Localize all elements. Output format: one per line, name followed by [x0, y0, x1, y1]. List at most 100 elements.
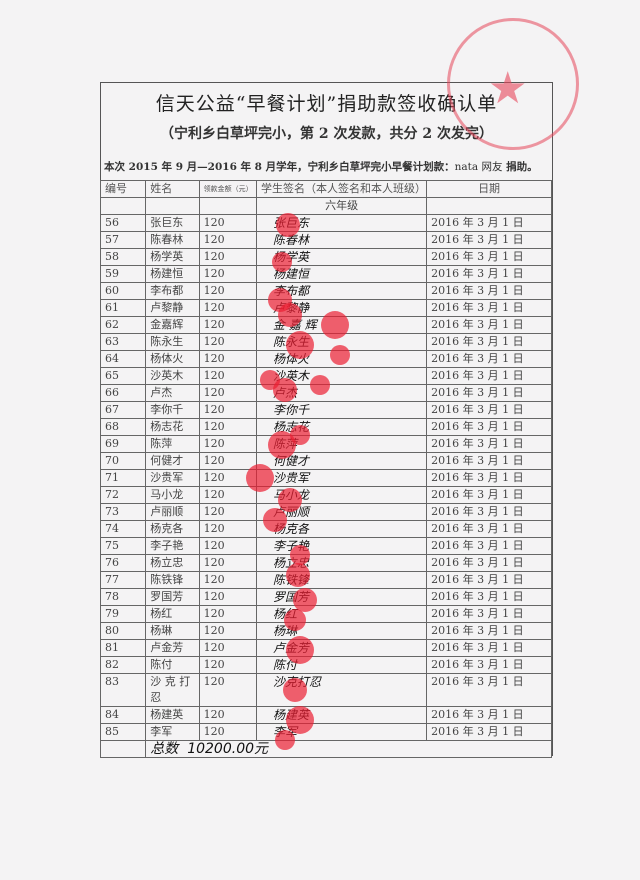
table-row: 64 杨体火 120 杨体火 2016 年 3 月 1 日 [99, 350, 552, 368]
table-row: 71 沙贵军 120 沙贵军 2016 年 3 月 1 日 [99, 469, 552, 487]
table-row: 80 杨琳 120 杨琳 2016 年 3 月 1 日 [99, 622, 552, 640]
amount: 120 [198, 248, 258, 266]
amount: 120 [198, 384, 258, 402]
document-title: 信天公益“早餐计划”捐助款签收确认单 [155, 93, 498, 115]
grade-row: 六年级 [99, 197, 552, 215]
table-row: 60 李布都 120 李布都 2016 年 3 月 1 日 [99, 282, 552, 300]
date: 2016 年 3 月 1 日 [426, 554, 552, 572]
student-name: 李子艳 [145, 537, 200, 555]
row-number: 58 [99, 248, 147, 266]
date: 2016 年 3 月 1 日 [426, 520, 552, 538]
date: 2016 年 3 月 1 日 [426, 673, 552, 707]
date: 2016 年 3 月 1 日 [426, 571, 552, 589]
amount: 120 [198, 231, 258, 249]
student-signature: 张巨东 [256, 214, 428, 232]
row-number: 83 [99, 673, 147, 707]
amount: 120 [198, 486, 258, 504]
student-name: 李你千 [145, 401, 200, 419]
student-name: 卢黎静 [145, 299, 200, 317]
table-row: 78 罗国芳 120 罗国芳 2016 年 3 月 1 日 [99, 588, 552, 606]
amount: 120 [198, 316, 258, 334]
student-signature: 杨克各 [256, 520, 428, 538]
header-date: 日期 [426, 180, 552, 198]
student-signature: 陈付 [256, 656, 428, 674]
table-row: 85 李军 120 李军 2016 年 3 月 1 日 [99, 723, 552, 741]
intro-suffix: 捐助。 [502, 161, 538, 173]
student-name: 张巨东 [145, 214, 200, 232]
table-row: 73 卢丽顺 120 卢丽顺 2016 年 3 月 1 日 [99, 503, 552, 521]
table-row: 58 杨学英 120 杨学英 2016 年 3 月 1 日 [99, 248, 552, 266]
date: 2016 年 3 月 1 日 [426, 333, 552, 351]
date: 2016 年 3 月 1 日 [426, 537, 552, 555]
student-signature: 陈春林 [256, 231, 428, 249]
date: 2016 年 3 月 1 日 [426, 706, 552, 724]
student-signature: 陈萍 [256, 435, 428, 453]
header-number: 编号 [99, 180, 147, 198]
date: 2016 年 3 月 1 日 [426, 622, 552, 640]
student-signature: 卢金芳 [256, 639, 428, 657]
amount: 120 [198, 706, 258, 724]
row-number: 70 [99, 452, 147, 470]
student-name: 杨学英 [145, 248, 200, 266]
table-row: 62 金嘉辉 120 金 嘉 辉 2016 年 3 月 1 日 [99, 316, 552, 334]
student-signature: 马小龙 [256, 486, 428, 504]
intro-text: 本次 2015 年 9 月—2016 年 8 月学年，宁利乡白草坪完小早餐计划款… [104, 161, 455, 173]
row-number: 82 [99, 656, 147, 674]
row-number: 69 [99, 435, 147, 453]
star-icon: ★ [488, 63, 528, 114]
student-signature: 李你千 [256, 401, 428, 419]
table-row: 59 杨建恒 120 杨建恒 2016 年 3 月 1 日 [99, 265, 552, 283]
date: 2016 年 3 月 1 日 [426, 486, 552, 504]
student-name: 卢金芳 [145, 639, 200, 657]
date: 2016 年 3 月 1 日 [426, 639, 552, 657]
date: 2016 年 3 月 1 日 [426, 384, 552, 402]
row-number: 81 [99, 639, 147, 657]
student-name: 杨红 [145, 605, 200, 623]
row-number: 71 [99, 469, 147, 487]
student-name: 陈铁锋 [145, 571, 200, 589]
amount: 120 [198, 571, 258, 589]
student-name: 马小龙 [145, 486, 200, 504]
student-name: 杨建英 [145, 706, 200, 724]
student-signature: 李军 [256, 723, 428, 741]
table-row: 84 杨建英 120 杨建英 2016 年 3 月 1 日 [99, 706, 552, 724]
amount: 120 [198, 503, 258, 521]
table-row: 70 何健才 120 何健才 2016 年 3 月 1 日 [99, 452, 552, 470]
table-row: 77 陈铁锋 120 陈铁锋 2016 年 3 月 1 日 [99, 571, 552, 589]
table-row: 74 杨克各 120 杨克各 2016 年 3 月 1 日 [99, 520, 552, 538]
amount: 120 [198, 401, 258, 419]
student-name: 陈永生 [145, 333, 200, 351]
amount: 120 [198, 537, 258, 555]
amount: 120 [198, 656, 258, 674]
amount: 120 [198, 622, 258, 640]
amount: 120 [198, 265, 258, 283]
student-name: 李军 [145, 723, 200, 741]
amount: 120 [198, 299, 258, 317]
student-name: 何健才 [145, 452, 200, 470]
row-number: 74 [99, 520, 147, 538]
amount: 120 [198, 469, 258, 487]
amount: 120 [198, 554, 258, 572]
row-number: 77 [99, 571, 147, 589]
row-number: 60 [99, 282, 147, 300]
row-number: 80 [99, 622, 147, 640]
student-name: 卢丽顺 [145, 503, 200, 521]
student-signature: 杨体火 [256, 350, 428, 368]
amount: 120 [198, 452, 258, 470]
student-name: 杨克各 [145, 520, 200, 538]
date: 2016 年 3 月 1 日 [426, 469, 552, 487]
student-signature: 金 嘉 辉 [256, 316, 428, 334]
row-number: 57 [99, 231, 147, 249]
date: 2016 年 3 月 1 日 [426, 214, 552, 232]
student-name: 陈萍 [145, 435, 200, 453]
table-row: 61 卢黎静 120 卢黎静 2016 年 3 月 1 日 [99, 299, 552, 317]
receipt-table: 编号 姓名 领款金额（元） 学生签名（本人签名和本人班级） 日期 六年级 56 张… [99, 180, 552, 758]
date: 2016 年 3 月 1 日 [426, 588, 552, 606]
official-seal-stamp: ★ [447, 18, 579, 150]
student-signature: 杨志花 [256, 418, 428, 436]
student-name: 陈春林 [145, 231, 200, 249]
total-row: 总数 10200.00元 [99, 740, 552, 758]
table-row: 65 沙英木 120 沙英木 2016 年 3 月 1 日 [99, 367, 552, 385]
table-row: 68 杨志花 120 杨志花 2016 年 3 月 1 日 [99, 418, 552, 436]
amount: 120 [198, 588, 258, 606]
